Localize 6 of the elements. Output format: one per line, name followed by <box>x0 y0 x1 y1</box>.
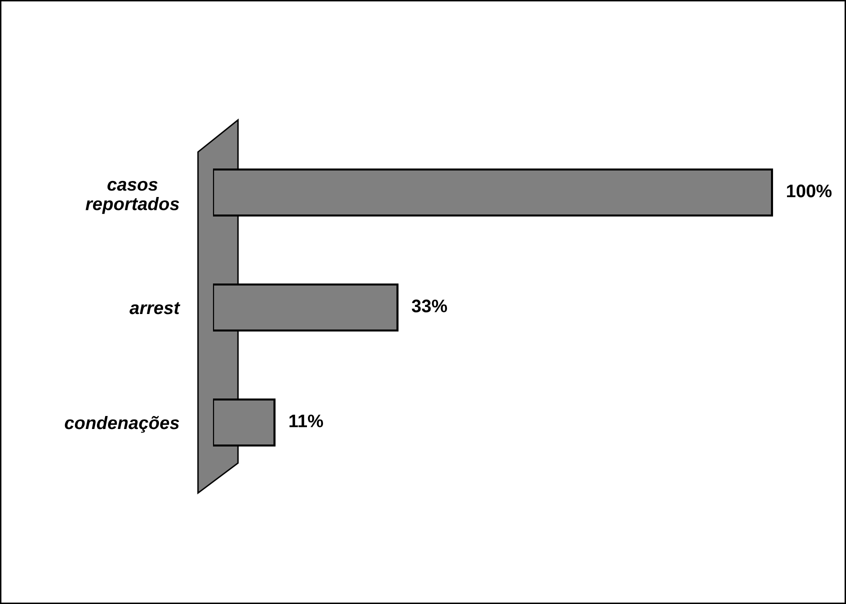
data-label: 11% <box>290 414 324 428</box>
data-label: 100% <box>787 184 832 198</box>
y-tick-label: arrest <box>130 302 180 314</box>
y-tick-label: condenações <box>64 416 180 433</box>
data-label: 33% <box>412 300 448 312</box>
y-tick-label: casos reportados <box>86 180 180 214</box>
